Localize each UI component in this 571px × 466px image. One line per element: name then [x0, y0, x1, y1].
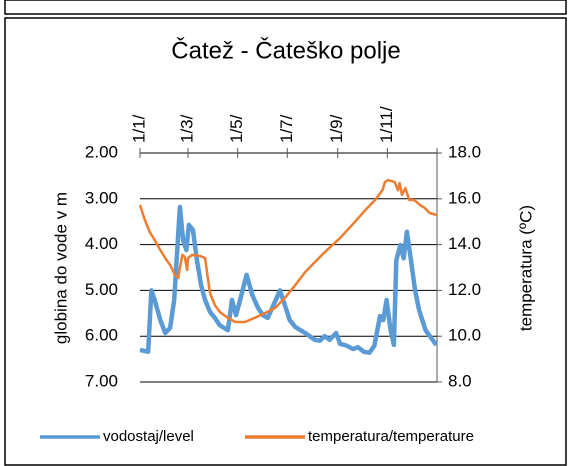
legend-label: vodostaj/level	[103, 428, 194, 445]
x-tick-label: 1/5/	[227, 114, 246, 143]
data-line	[139, 204, 439, 355]
chart-frame	[4, 17, 567, 466]
y2-tick-label: 8.0	[448, 371, 472, 390]
y2-tick-label: 10.0	[448, 326, 481, 345]
y2-tick-label: 14.0	[448, 234, 481, 253]
y2-tick-label: 16.0	[448, 188, 481, 207]
y-tick-label: 7.00	[85, 371, 118, 390]
y-tick-label: 3.00	[85, 188, 118, 207]
x-tick-label: 1/7/	[277, 114, 296, 143]
chart-title: Čatež - Čateško polje	[171, 36, 400, 64]
x-tick-label: 1/9/	[327, 114, 346, 143]
x-tick-label: 1/1/	[129, 114, 148, 143]
y-tick-label: 2.00	[85, 142, 118, 161]
x-tick-label: 1/3/	[177, 114, 196, 143]
y-tick-label: 6.00	[85, 326, 118, 345]
data-line	[138, 178, 438, 324]
y-tick-label: 5.00	[85, 280, 118, 299]
y-tick-label: 4.00	[85, 234, 118, 253]
y2-tick-label: 12.0	[448, 280, 481, 299]
y-axis-label: globina do vode v m	[51, 192, 70, 344]
top-frame	[4, 0, 567, 15]
y2-tick-label: 18.0	[448, 142, 481, 161]
y2-axis-label: temperatura (ºC)	[516, 205, 535, 331]
x-tick-label: 1/11/	[377, 106, 396, 143]
legend-label: temperatura/temperature	[308, 428, 474, 445]
